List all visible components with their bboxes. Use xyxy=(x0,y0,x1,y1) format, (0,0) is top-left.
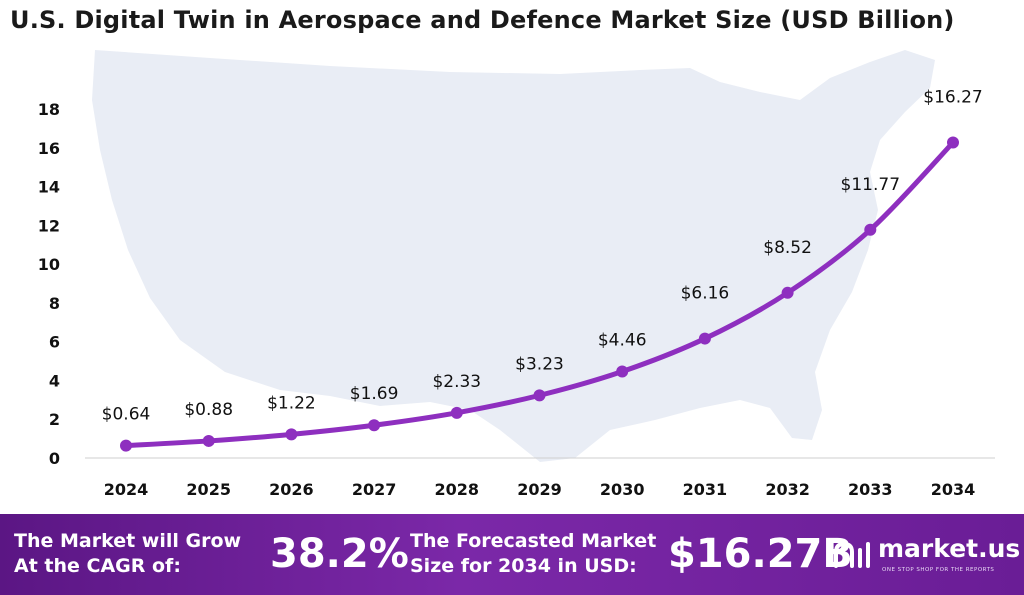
data-point xyxy=(368,419,381,432)
x-tick-label: 2032 xyxy=(765,480,810,499)
cagr-value: 38.2% xyxy=(270,531,409,577)
forecast-value: $16.27B xyxy=(668,531,853,577)
data-labels: $0.64 $0.88 $1.22 $1.69 $2.33 $3.23 $4.46 $6.16… xyxy=(102,88,983,425)
data-label: $0.64 xyxy=(102,405,151,425)
data-label: $0.88 xyxy=(184,400,233,420)
data-point xyxy=(864,223,877,236)
data-points xyxy=(120,136,959,452)
x-axis: 2024 2025 2026 2027 2028 2029 2030 2031 2032 2033… xyxy=(104,480,976,499)
data-point xyxy=(616,365,629,378)
y-tick-label: 4 xyxy=(49,371,60,390)
x-tick-label: 2025 xyxy=(186,480,231,499)
data-label: $2.33 xyxy=(432,372,481,392)
data-point xyxy=(202,434,215,447)
data-label: $11.77 xyxy=(841,175,900,195)
forecast-label-line2: Size for 2034 in USD: xyxy=(410,555,637,577)
brand-logo: market.us ONE STOP SHOP FOR THE REPORTS xyxy=(832,534,1022,578)
usa-map-silhouette xyxy=(92,50,935,462)
line-chart: 0 2 4 6 8 10 12 14 16 18 2024 2025 2026 2027 2028 2029… xyxy=(38,50,995,499)
cagr-label: The Market will Grow At the CAGR of: xyxy=(14,529,241,579)
x-tick-label: 2027 xyxy=(352,480,397,499)
brand-tagline: ONE STOP SHOP FOR THE REPORTS xyxy=(882,567,995,573)
y-tick-label: 18 xyxy=(38,100,60,119)
forecast-label: The Forecasted Market Size for 2034 in U… xyxy=(410,529,656,579)
cagr-label-line1: The Market will Grow xyxy=(14,530,242,552)
data-point xyxy=(285,428,298,441)
data-label: $1.69 xyxy=(350,384,399,404)
x-tick-label: 2028 xyxy=(435,480,480,499)
y-axis: 0 2 4 6 8 10 12 14 16 18 xyxy=(38,100,60,468)
data-label: $4.46 xyxy=(598,331,647,351)
cagr-label-line2: At the CAGR of: xyxy=(14,555,181,577)
y-tick-label: 2 xyxy=(49,410,60,429)
y-tick-label: 10 xyxy=(38,255,60,274)
market-us-logo-icon xyxy=(834,541,870,568)
data-label: $16.27 xyxy=(923,88,982,108)
forecast-label-line1: The Forecasted Market xyxy=(410,530,657,552)
x-tick-label: 2030 xyxy=(600,480,645,499)
data-point xyxy=(450,406,463,419)
data-point xyxy=(698,332,711,345)
y-tick-label: 6 xyxy=(49,333,60,352)
x-tick-label: 2034 xyxy=(931,480,976,499)
data-point xyxy=(120,439,132,452)
data-label: $8.52 xyxy=(763,238,812,258)
y-tick-label: 14 xyxy=(38,178,60,197)
y-tick-label: 0 xyxy=(49,449,60,468)
data-label: $1.22 xyxy=(267,393,316,413)
data-point xyxy=(533,389,546,402)
data-point xyxy=(781,286,794,299)
x-tick-label: 2029 xyxy=(517,480,562,499)
x-tick-label: 2024 xyxy=(104,480,149,499)
chart-title: U.S. Digital Twin in Aerospace and Defen… xyxy=(10,6,955,34)
footer-banner: The Market will Grow At the CAGR of: 38.… xyxy=(0,514,1024,595)
data-label: $6.16 xyxy=(681,284,730,304)
x-tick-label: 2033 xyxy=(848,480,893,499)
y-tick-label: 8 xyxy=(49,294,60,313)
y-tick-label: 16 xyxy=(38,139,60,158)
brand-name: market.us xyxy=(878,534,1021,563)
x-tick-label: 2031 xyxy=(683,480,728,499)
data-point xyxy=(947,136,959,149)
x-tick-label: 2026 xyxy=(269,480,314,499)
y-tick-label: 12 xyxy=(38,216,60,235)
data-label: $3.23 xyxy=(515,354,564,374)
